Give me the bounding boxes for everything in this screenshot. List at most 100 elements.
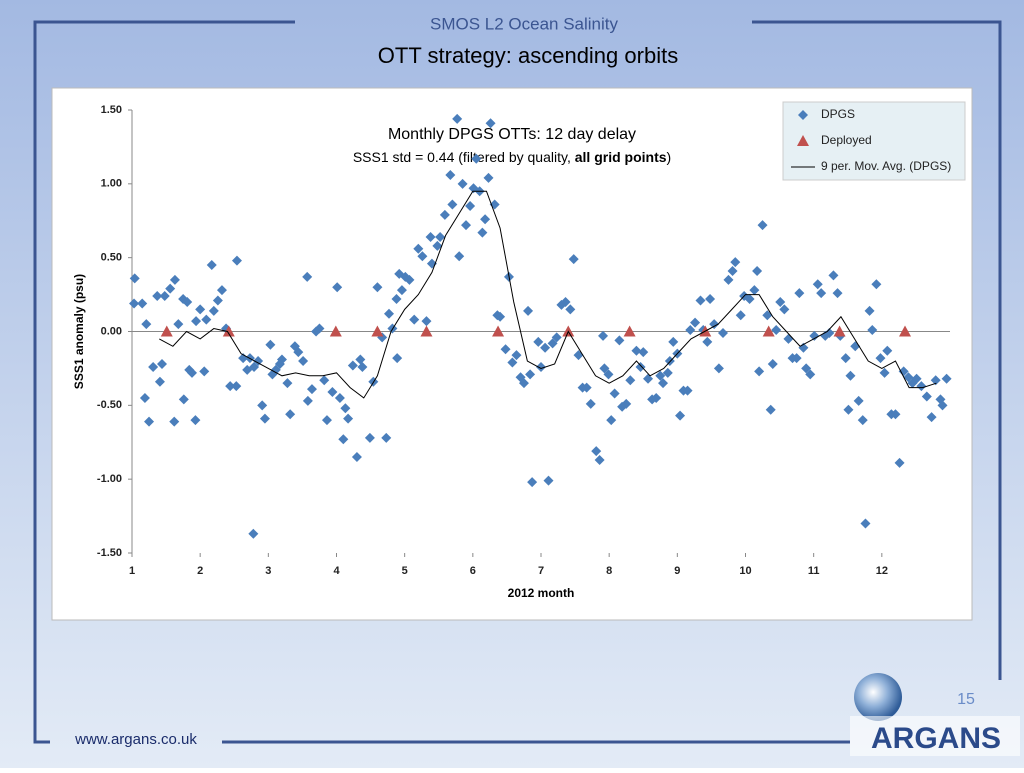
x-tick-label: 6 bbox=[470, 565, 476, 577]
y-tick-label: -0.50 bbox=[97, 399, 122, 411]
point bbox=[191, 316, 202, 327]
point bbox=[439, 209, 450, 220]
point bbox=[603, 369, 614, 380]
point bbox=[606, 415, 617, 426]
point bbox=[625, 375, 636, 386]
point bbox=[543, 475, 554, 486]
point bbox=[816, 288, 827, 299]
point bbox=[156, 358, 167, 369]
point bbox=[357, 361, 368, 372]
y-tick-label: 0.50 bbox=[101, 252, 122, 264]
point bbox=[621, 398, 632, 409]
point bbox=[507, 357, 518, 368]
x-tick-label: 4 bbox=[333, 565, 340, 577]
point bbox=[480, 214, 491, 225]
point bbox=[718, 327, 729, 338]
point bbox=[853, 395, 864, 406]
point bbox=[276, 354, 287, 365]
point bbox=[767, 358, 778, 369]
point bbox=[201, 314, 212, 325]
point bbox=[518, 378, 529, 389]
point bbox=[598, 330, 609, 341]
point bbox=[890, 409, 901, 420]
point bbox=[775, 296, 786, 307]
logo-back bbox=[850, 716, 1020, 756]
legend-swatch bbox=[798, 110, 808, 120]
point bbox=[560, 296, 571, 307]
point bbox=[762, 325, 775, 337]
point bbox=[794, 288, 805, 299]
point bbox=[585, 398, 596, 409]
point bbox=[857, 415, 868, 426]
point bbox=[364, 432, 375, 443]
annotation-part: ) bbox=[667, 149, 672, 165]
footer-url: www.argans.co.uk bbox=[74, 731, 197, 748]
point bbox=[216, 285, 227, 296]
point bbox=[867, 325, 878, 336]
point bbox=[845, 370, 856, 381]
x-tick-label: 1 bbox=[129, 565, 135, 577]
point bbox=[190, 415, 201, 426]
x-tick-label: 5 bbox=[402, 565, 408, 577]
point bbox=[702, 336, 713, 347]
point bbox=[343, 413, 354, 424]
point bbox=[828, 270, 839, 281]
point bbox=[623, 325, 636, 337]
point bbox=[723, 274, 734, 285]
point bbox=[347, 360, 358, 371]
point bbox=[396, 285, 407, 296]
point bbox=[257, 400, 268, 411]
point bbox=[457, 178, 468, 189]
point bbox=[302, 271, 313, 282]
point bbox=[195, 304, 206, 315]
point bbox=[727, 265, 738, 276]
point bbox=[445, 169, 456, 180]
point bbox=[495, 311, 506, 322]
point bbox=[824, 327, 835, 338]
point bbox=[551, 332, 562, 343]
point bbox=[206, 260, 217, 271]
page-number: 15 bbox=[957, 691, 975, 708]
point bbox=[485, 118, 496, 129]
point bbox=[139, 392, 150, 403]
y-axis-label: SSS1 anomaly (psu) bbox=[72, 274, 86, 389]
point bbox=[302, 395, 313, 406]
point bbox=[465, 200, 476, 211]
point bbox=[169, 416, 180, 427]
point bbox=[921, 391, 932, 402]
point bbox=[568, 254, 579, 265]
point bbox=[941, 373, 952, 384]
annotation-part: SSS1 std = 0.44 (filtered by quality, bbox=[353, 149, 575, 165]
point bbox=[327, 387, 338, 398]
point bbox=[222, 325, 235, 337]
point bbox=[148, 361, 159, 372]
point bbox=[705, 294, 716, 305]
point bbox=[871, 279, 882, 290]
point bbox=[329, 325, 342, 337]
point bbox=[165, 283, 176, 294]
point bbox=[249, 361, 260, 372]
point bbox=[483, 172, 494, 183]
point bbox=[730, 257, 741, 268]
point bbox=[435, 231, 446, 242]
y-tick-label: 1.50 bbox=[101, 104, 122, 116]
point bbox=[525, 369, 536, 380]
point bbox=[212, 295, 223, 306]
point bbox=[392, 353, 403, 364]
point bbox=[137, 298, 148, 309]
point bbox=[682, 385, 693, 396]
point bbox=[421, 316, 432, 327]
point bbox=[536, 361, 546, 372]
point bbox=[129, 298, 140, 309]
point bbox=[432, 240, 443, 251]
point bbox=[690, 317, 701, 328]
point bbox=[314, 323, 325, 334]
point bbox=[591, 446, 602, 457]
point bbox=[334, 392, 345, 403]
point bbox=[651, 392, 662, 403]
x-tick-label: 8 bbox=[606, 565, 612, 577]
frame bbox=[33, 20, 1002, 744]
point bbox=[355, 354, 366, 365]
point bbox=[306, 384, 317, 395]
